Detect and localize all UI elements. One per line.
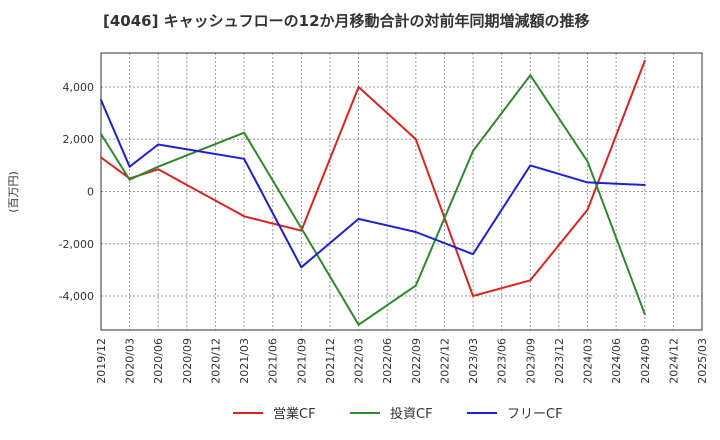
y-tick-label: 4,000: [63, 81, 95, 94]
y-tick-label: 2,000: [63, 133, 95, 146]
x-tick-label: 2023/12: [553, 338, 566, 384]
x-tick-label: 2022/03: [353, 338, 366, 384]
x-tick-label: 2023/03: [467, 338, 480, 384]
x-tick-label: 2021/12: [324, 338, 337, 384]
series-line: [100, 74, 646, 326]
y-tick-label: -2,000: [59, 238, 94, 251]
series-line: [100, 99, 646, 269]
x-tick-label: 2024/03: [582, 338, 595, 384]
legend-label: 営業CF: [273, 406, 316, 422]
x-tick-label: 2022/06: [381, 338, 394, 384]
x-tick-label: 2023/06: [496, 338, 509, 384]
legend-label: 投資CF: [390, 406, 433, 422]
x-tick-label: 2020/09: [181, 338, 194, 384]
x-tick-label: 2023/09: [524, 338, 537, 384]
x-tick-label: 2025/03: [696, 338, 709, 384]
x-tick-label: 2021/09: [295, 338, 308, 384]
x-tick-labels: 2019/12 2020/03 2020/06 2020/09 2020/12 2021/…: [95, 338, 709, 384]
x-tick-label: 2024/09: [639, 338, 652, 384]
x-tick-label: 2021/06: [267, 338, 280, 384]
x-tick-label: 2020/03: [124, 338, 137, 384]
y-tick-label: -4,000: [59, 290, 94, 303]
x-tick-label: 2022/09: [410, 338, 423, 384]
series-line: [100, 59, 646, 297]
legend: 営業CF 投資CF フリーCF: [233, 406, 563, 422]
x-tick-label: 2024/06: [610, 338, 623, 384]
y-axis-label: (百万円): [7, 171, 20, 213]
y-tick-label: 0: [87, 186, 94, 199]
chart-title: [4046] キャッシュフローの12か月移動合計の対前年同期増減額の推移: [103, 12, 590, 30]
plot-frame: [100, 52, 703, 331]
x-tick-label: 2022/12: [438, 338, 451, 384]
series-layer: [100, 59, 646, 326]
x-tick-label: 2020/12: [209, 338, 222, 384]
y-tick-labels: -4,000 -2,000 0 2,000 4,000: [59, 81, 94, 303]
x-tick-label: 2024/12: [667, 338, 680, 384]
x-tick-label: 2021/03: [238, 338, 251, 384]
grid-layer: [100, 53, 703, 330]
legend-label: フリーCF: [507, 407, 563, 422]
x-tick-label: 2020/06: [152, 338, 165, 384]
x-tick-label: 2019/12: [95, 338, 108, 384]
